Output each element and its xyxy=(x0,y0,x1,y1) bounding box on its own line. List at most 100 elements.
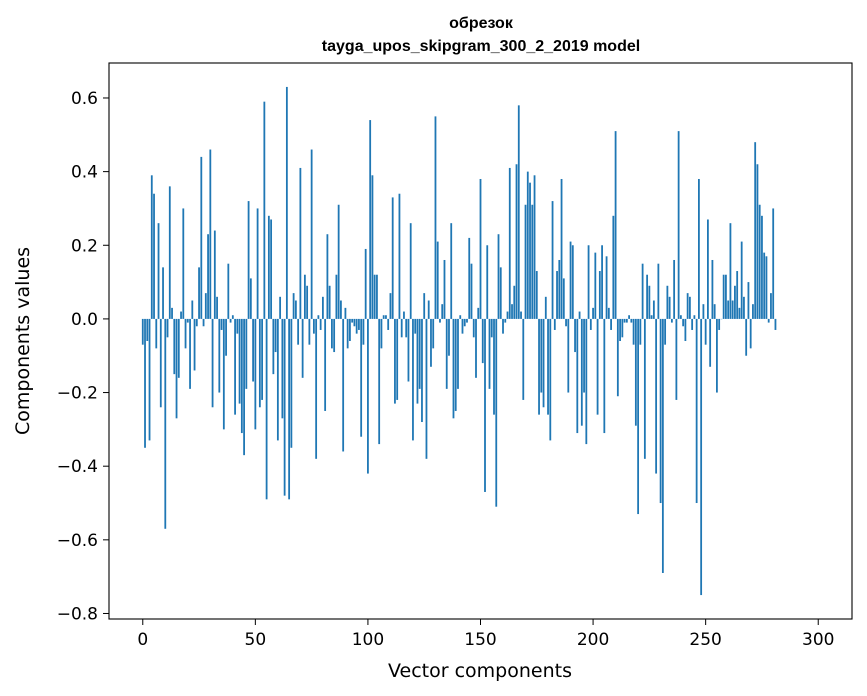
bar-48 xyxy=(249,278,252,319)
bar-132 xyxy=(439,318,441,323)
bar-27 xyxy=(202,318,205,327)
bar-131 xyxy=(436,241,439,319)
bar-184 xyxy=(556,271,558,319)
bar-218 xyxy=(632,318,635,345)
bar-142 xyxy=(461,318,464,334)
bar-203 xyxy=(598,271,601,319)
bar-81 xyxy=(324,318,327,411)
bar-13 xyxy=(171,307,173,319)
bar-227 xyxy=(652,300,655,319)
bar-37 xyxy=(225,318,227,356)
bar-146 xyxy=(470,263,473,319)
bar-207 xyxy=(607,307,610,319)
bar-3 xyxy=(148,318,151,441)
bar-277 xyxy=(765,256,768,319)
bar-127 xyxy=(427,300,430,319)
bar-108 xyxy=(385,315,387,319)
bar-172 xyxy=(529,182,531,319)
bar-128 xyxy=(430,318,432,367)
bar-180 xyxy=(547,318,549,415)
bar-209 xyxy=(612,215,615,319)
bar-115 xyxy=(400,318,403,338)
x-tick-label: 100 xyxy=(352,630,384,650)
bar-198 xyxy=(587,245,590,319)
bar-32 xyxy=(213,230,216,319)
bars-group xyxy=(141,86,777,596)
bar-39 xyxy=(229,318,232,323)
y-tick-label: 0.2 xyxy=(71,236,98,256)
bar-51 xyxy=(256,208,259,319)
bar-109 xyxy=(387,318,390,330)
bar-145 xyxy=(468,237,471,319)
bar-82 xyxy=(326,234,329,319)
bar-258 xyxy=(722,274,725,319)
bar-192 xyxy=(574,318,576,353)
bar-151 xyxy=(481,318,484,364)
bar-263 xyxy=(734,285,736,319)
bar-268 xyxy=(745,318,748,356)
bar-199 xyxy=(589,318,592,330)
bar-75 xyxy=(310,149,313,319)
bar-30 xyxy=(209,149,212,319)
bar-149 xyxy=(477,307,480,319)
bar-86 xyxy=(335,274,338,319)
bar-130 xyxy=(434,116,437,319)
bar-273 xyxy=(756,164,759,319)
bar-183 xyxy=(553,318,556,330)
bar-159 xyxy=(499,267,502,319)
bar-5 xyxy=(153,193,155,319)
bar-254 xyxy=(713,304,716,319)
bar-16 xyxy=(177,318,180,378)
bar-78 xyxy=(317,315,320,319)
x-tick-label: 200 xyxy=(577,630,609,650)
bar-31 xyxy=(211,318,214,408)
bar-193 xyxy=(576,318,579,434)
bar-7 xyxy=(157,223,160,319)
y-tick-label: 0.6 xyxy=(71,89,98,109)
bar-87 xyxy=(337,204,340,319)
bar-223 xyxy=(643,318,646,459)
bar-266 xyxy=(740,241,743,319)
bar-33 xyxy=(216,296,218,319)
bar-196 xyxy=(583,318,585,393)
bar-50 xyxy=(254,318,257,430)
bar-144 xyxy=(466,318,468,323)
bar-170 xyxy=(524,204,527,319)
bar-68 xyxy=(294,300,297,319)
bar-228 xyxy=(655,318,658,474)
bar-190 xyxy=(569,241,572,319)
bar-250 xyxy=(704,318,707,345)
bar-270 xyxy=(749,318,752,349)
bar-89 xyxy=(342,318,345,452)
bar-107 xyxy=(382,315,385,319)
bar-261 xyxy=(729,223,732,319)
bar-57 xyxy=(270,219,273,319)
x-tick-label: 0 xyxy=(137,630,148,650)
bar-246 xyxy=(695,318,698,504)
bar-2 xyxy=(146,318,149,341)
bar-66 xyxy=(290,318,293,448)
bar-76 xyxy=(312,318,315,334)
bar-239 xyxy=(679,315,682,319)
bar-60 xyxy=(276,318,279,441)
bar-236 xyxy=(673,259,676,319)
bar-64 xyxy=(285,86,288,319)
bar-25 xyxy=(198,267,200,319)
bar-122 xyxy=(416,318,419,404)
y-tick-label: −0.4 xyxy=(57,457,98,477)
bar-22 xyxy=(191,300,194,319)
bar-194 xyxy=(578,311,581,319)
bar-171 xyxy=(526,171,529,319)
bar-224 xyxy=(646,274,649,319)
bar-247 xyxy=(698,178,700,319)
bar-26 xyxy=(200,156,203,319)
bar-112 xyxy=(394,318,396,404)
bar-237 xyxy=(675,318,678,400)
bar-53 xyxy=(261,318,263,400)
bar-248 xyxy=(700,318,703,596)
bar-153 xyxy=(486,245,489,319)
bar-119 xyxy=(409,223,412,319)
bar-58 xyxy=(272,318,275,375)
bar-241 xyxy=(684,318,687,341)
